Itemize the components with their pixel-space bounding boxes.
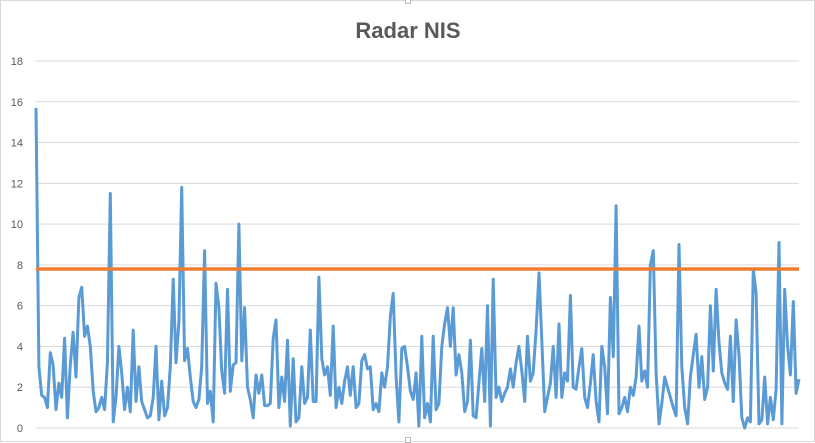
y-tick-label: 0 [17,423,23,435]
y-tick-label: 18 [11,56,23,68]
y-tick-label: 10 [11,219,23,231]
resize-handle-top[interactable] [405,0,411,4]
y-tick-label: 14 [11,138,23,150]
chart-title: Radar NIS [355,18,460,43]
resize-handle-bottom[interactable] [405,437,411,443]
y-tick-label: 16 [11,97,23,109]
y-tick-label: 12 [11,178,23,190]
y-tick-label: 8 [17,260,23,272]
series-line-nis[interactable] [34,107,801,430]
y-tick-label: 2 [17,382,23,394]
y-axis-tick-labels: 0 2 4 6 8 10 12 14 16 18 [11,56,23,435]
series-layer [34,107,801,430]
y-tick-label: 6 [17,301,23,313]
y-tick-label: 4 [17,341,23,353]
